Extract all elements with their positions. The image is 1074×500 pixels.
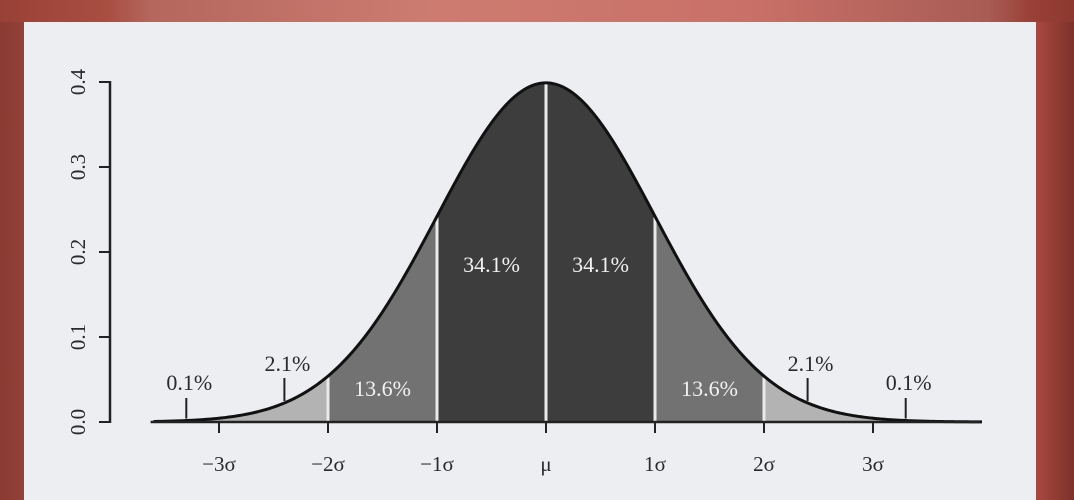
outside-percent-label: 2.1% [788, 351, 834, 376]
band-1 [219, 376, 328, 422]
inside-percent-label: 34.1% [463, 252, 520, 277]
y-tick-label: 0.1 [66, 324, 90, 350]
x-tick-label: 2σ [753, 452, 775, 476]
x-tick-label: −1σ [420, 452, 454, 476]
top-bar [0, 0, 1074, 22]
x-tick-label: μ [540, 452, 551, 476]
y-tick-label: 0.4 [66, 68, 90, 95]
axes-layer: 0.0 0.1 0.2 0.3 0.4 −3σ −2σ −1σ μ 1σ 2σ 3σ [66, 68, 980, 476]
x-tick-label: −3σ [202, 452, 236, 476]
labels-layer: 13.6% 34.1% 34.1% 13.6% 0.1% 2.1% 2.1% 0.1% [166, 252, 932, 419]
inside-percent-label: 13.6% [681, 376, 738, 401]
x-tick-label: −2σ [311, 452, 345, 476]
inside-percent-label: 34.1% [572, 252, 629, 277]
dividers-layer [326, 83, 766, 422]
outside-percent-label: 2.1% [264, 351, 310, 376]
y-tick-label: 0.3 [66, 154, 90, 180]
y-tick-label: 0.2 [66, 239, 90, 265]
band-6 [764, 376, 873, 422]
outside-percent-label: 0.1% [166, 370, 212, 395]
x-tick-label: 1σ [644, 452, 666, 476]
outside-percent-label: 0.1% [886, 370, 932, 395]
inside-percent-label: 13.6% [354, 376, 411, 401]
y-tick-label: 0.0 [66, 409, 90, 435]
curve-layer [153, 81, 983, 424]
x-tick-label: 3σ [862, 452, 884, 476]
density-curve [153, 81, 983, 424]
